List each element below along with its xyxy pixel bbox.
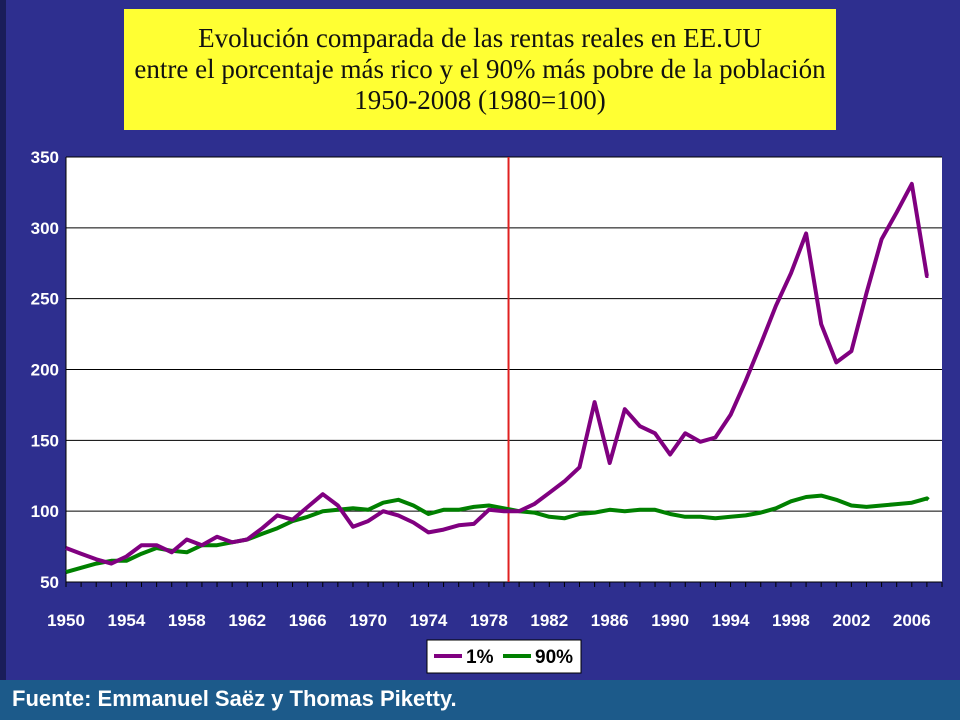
x-tick-label: 2006	[893, 611, 931, 630]
y-tick-label: 300	[31, 219, 59, 238]
source-text: Fuente: Emmanuel Saëz y Thomas Piketty.	[12, 686, 457, 711]
y-tick-label: 100	[31, 502, 59, 521]
x-tick-label: 1974	[410, 611, 448, 630]
x-tick-label: 1982	[530, 611, 568, 630]
series-line-1pct	[65, 181, 929, 566]
line-chart: 50 100 150 200 250 300 350 1950 1954 1958 1962 196…	[31, 148, 943, 674]
y-tick-label: 200	[31, 361, 59, 380]
y-tick-label: 150	[31, 431, 59, 450]
x-tick-label: 1998	[772, 611, 810, 630]
title-line-1: Evolución comparada de las rentas reales…	[198, 23, 762, 53]
x-tick-label: 1966	[289, 611, 327, 630]
x-tick-label: 1994	[712, 611, 750, 630]
x-axis-ticks: 1950 1954 1958 1962 1966 1970 1974 1978 1982 1986…	[47, 582, 943, 630]
title-line-3: 1950-2008 (1980=100)	[354, 85, 606, 115]
title-line-2: entre el porcentaje más rico y el 90% má…	[134, 54, 826, 84]
source-footer: Fuente: Emmanuel Saëz y Thomas Piketty.	[0, 680, 960, 720]
x-tick-label: 1986	[591, 611, 629, 630]
y-tick-label: 350	[31, 148, 59, 167]
legend-label-1pct: 1%	[466, 647, 494, 668]
legend: 1% 90%	[426, 639, 582, 674]
x-tick-label: 1958	[168, 611, 206, 630]
x-tick-label: 2002	[832, 611, 870, 630]
y-tick-label: 50	[40, 573, 59, 592]
x-tick-label: 1950	[47, 611, 85, 630]
y-axis-ticks: 50 100 150 200 250 300 350	[31, 148, 59, 592]
chart-title-box: Evolución comparada de las rentas reales…	[124, 9, 836, 130]
slide-edge	[0, 0, 6, 720]
x-tick-label: 1990	[651, 611, 689, 630]
series-line-90pct	[65, 493, 930, 575]
gridlines	[65, 156, 942, 583]
series-lines	[65, 181, 930, 575]
x-tick-label: 1970	[349, 611, 387, 630]
x-tick-label: 1962	[228, 611, 266, 630]
x-tick-label: 1978	[470, 611, 508, 630]
x-tick-label: 1954	[107, 611, 145, 630]
y-tick-label: 250	[31, 290, 59, 309]
legend-label-90pct: 90%	[535, 647, 573, 668]
